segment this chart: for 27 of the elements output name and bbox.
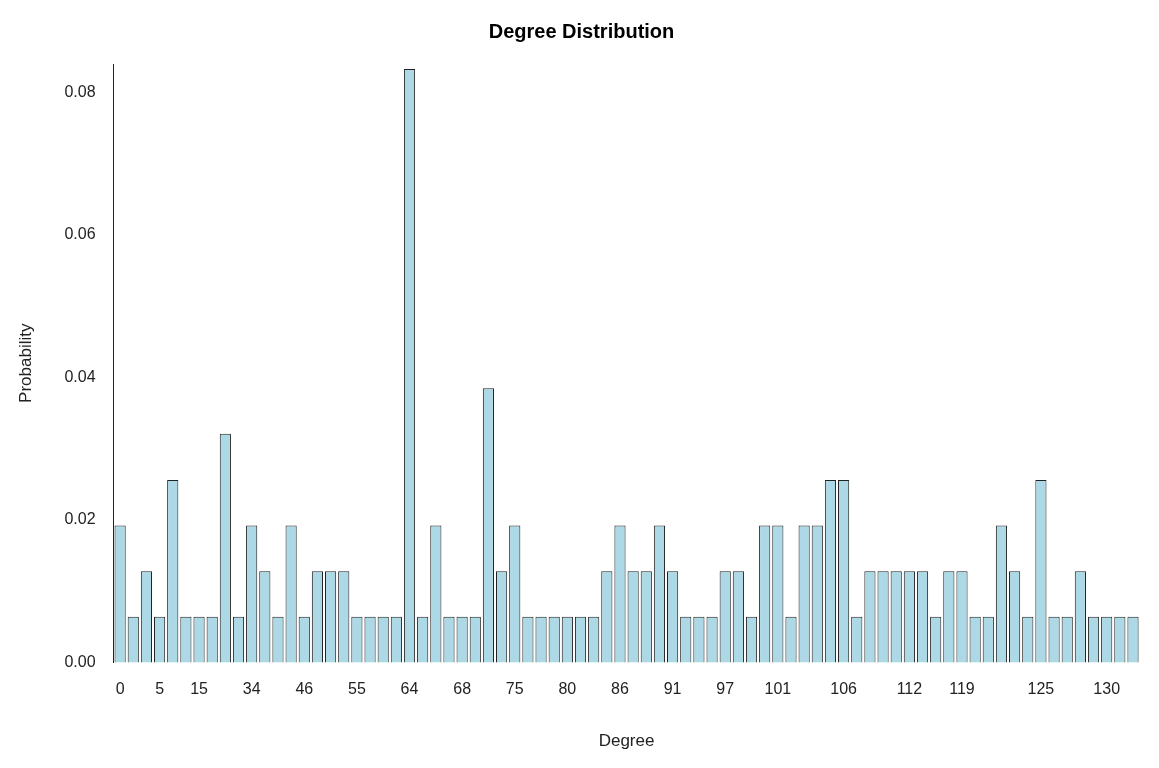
x-tick-label: 68 [453, 680, 472, 698]
x-tick-label: 80 [558, 680, 577, 698]
x-tick-label: 15 [190, 680, 209, 698]
x-tick-label: 46 [295, 680, 314, 698]
x-tick-label: 91 [663, 680, 682, 698]
x-tick-label: 101 [764, 680, 792, 698]
y-tick-label: 0.08 [64, 82, 96, 100]
x-tick-label: 97 [716, 680, 735, 698]
x-tick-label: 0 [115, 680, 125, 698]
x-tick-label: 119 [949, 680, 975, 698]
y-tick-label: 0.04 [64, 367, 96, 385]
x-tick-label: 106 [830, 680, 858, 698]
x-tick-label: 112 [896, 680, 923, 698]
y-tick-label: 0.00 [64, 652, 96, 670]
x-tick-label: 75 [505, 680, 524, 698]
x-tick-label: 125 [1027, 680, 1055, 698]
y-tick-label: 0.06 [64, 225, 96, 243]
chart-title: Degree Distribution [488, 19, 675, 42]
x-tick-label: 64 [400, 680, 419, 698]
x-tick-label: 5 [155, 680, 165, 698]
x-tick-label: 55 [348, 680, 366, 698]
x-tick-label: 34 [242, 680, 261, 698]
y-tick-label: 0.02 [64, 510, 96, 528]
y-axis-title: Probability [15, 323, 35, 403]
x-axis-title: Degree [598, 731, 655, 751]
x-tick-label: 130 [1093, 680, 1121, 698]
x-tick-label: 86 [611, 680, 629, 698]
